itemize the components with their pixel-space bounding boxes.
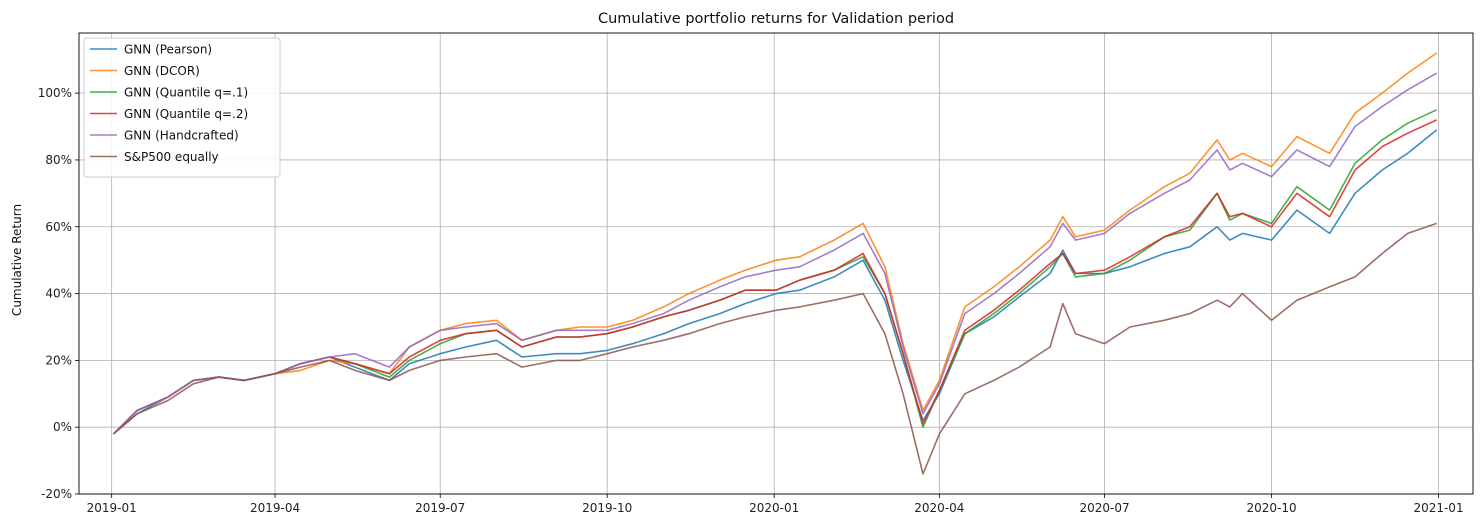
y-axis-ticks: -20% 0% 20% 40% 60% 80% 100%	[38, 86, 79, 501]
legend-label: GNN (Pearson)	[124, 43, 212, 57]
legend-box	[83, 37, 281, 178]
x-tick-label: 2019-01	[87, 501, 137, 515]
x-tick-label: 2019-04	[250, 501, 300, 515]
y-tick-label: 40%	[45, 287, 72, 301]
x-tick-label: 2020-01	[749, 501, 799, 515]
x-tick-label: 2020-10	[1246, 501, 1296, 515]
series-lines	[112, 52, 1438, 475]
x-tick-label: 2019-10	[582, 501, 632, 515]
x-tick-label: 2020-04	[914, 501, 964, 515]
legend-label: S&P500 equally	[124, 150, 219, 164]
series-line	[112, 109, 1438, 435]
y-tick-label: 80%	[45, 153, 72, 167]
chart-title: Cumulative portfolio returns for Validat…	[598, 11, 954, 27]
y-axis-label: Cumulative Return	[10, 204, 24, 316]
y-tick-label: 0%	[53, 420, 72, 434]
series-line	[112, 72, 1438, 435]
series-line	[112, 129, 1438, 435]
legend-label: GNN (Quantile q=.2)	[124, 107, 248, 121]
grid	[79, 33, 1473, 495]
x-tick-label: 2019-07	[415, 501, 465, 515]
x-tick-label: 2020-07	[1079, 501, 1129, 515]
legend-label: GNN (DCOR)	[124, 64, 200, 78]
series-line	[112, 52, 1438, 435]
legend-label: GNN (Handcrafted)	[124, 129, 239, 143]
y-tick-label: -20%	[41, 487, 72, 501]
series-line	[112, 119, 1438, 435]
y-tick-label: 60%	[45, 220, 72, 234]
legend: GNN (Pearson) GNN (DCOR) GNN (Quantile q=.…	[83, 37, 281, 178]
y-tick-label: 100%	[38, 86, 72, 100]
series-line	[112, 222, 1437, 475]
legend-label: GNN (Quantile q=.1)	[124, 86, 248, 100]
x-axis-ticks: 2019-01 2019-04 2019-07 2019-10 2020-01 2020-…	[87, 494, 1464, 515]
y-tick-label: 20%	[45, 353, 72, 367]
x-tick-label: 2021-01	[1413, 501, 1463, 515]
plot-frame	[78, 32, 1474, 495]
